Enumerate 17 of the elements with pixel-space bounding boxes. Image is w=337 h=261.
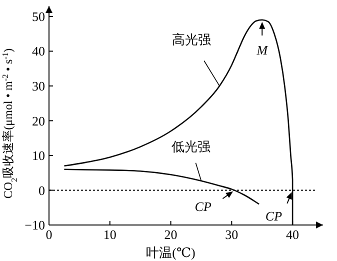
y-tick-label: 20 (32, 113, 45, 128)
x-tick-label: 20 (164, 227, 178, 242)
x-tick-label: 30 (225, 227, 238, 242)
y-tick-label: −10 (24, 218, 45, 233)
y-tick-label: 0 (38, 182, 45, 198)
annotation: CP (194, 199, 212, 214)
x-tick-label: 40 (286, 227, 300, 242)
series-label: 低光强 (172, 138, 211, 154)
y-tick-label: 50 (32, 8, 45, 24)
annotation: M (256, 42, 269, 58)
x-axis-title: 叶温(℃) (146, 245, 196, 260)
annotation: CP (265, 208, 282, 224)
text: 高光强 (172, 32, 211, 47)
y-tick-label: 10 (32, 148, 45, 164)
y-tick-label: 30 (32, 78, 45, 94)
x-tick-label: 10 (103, 227, 116, 242)
y-tick-label: 40 (32, 44, 45, 59)
